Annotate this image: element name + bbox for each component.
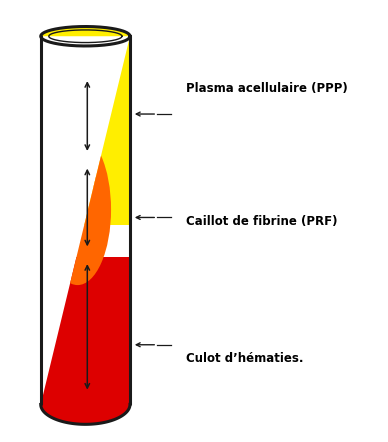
PathPatch shape — [41, 27, 130, 424]
Ellipse shape — [44, 134, 111, 285]
Text: Plasma acellulaire (PPP): Plasma acellulaire (PPP) — [186, 82, 348, 95]
Text: Caillot de fibrine (PRF): Caillot de fibrine (PRF) — [186, 214, 338, 228]
Bar — [41, 27, 130, 225]
Ellipse shape — [43, 122, 97, 210]
Text: Culot d’hématies.: Culot d’hématies. — [186, 351, 304, 365]
Bar — [41, 257, 130, 424]
